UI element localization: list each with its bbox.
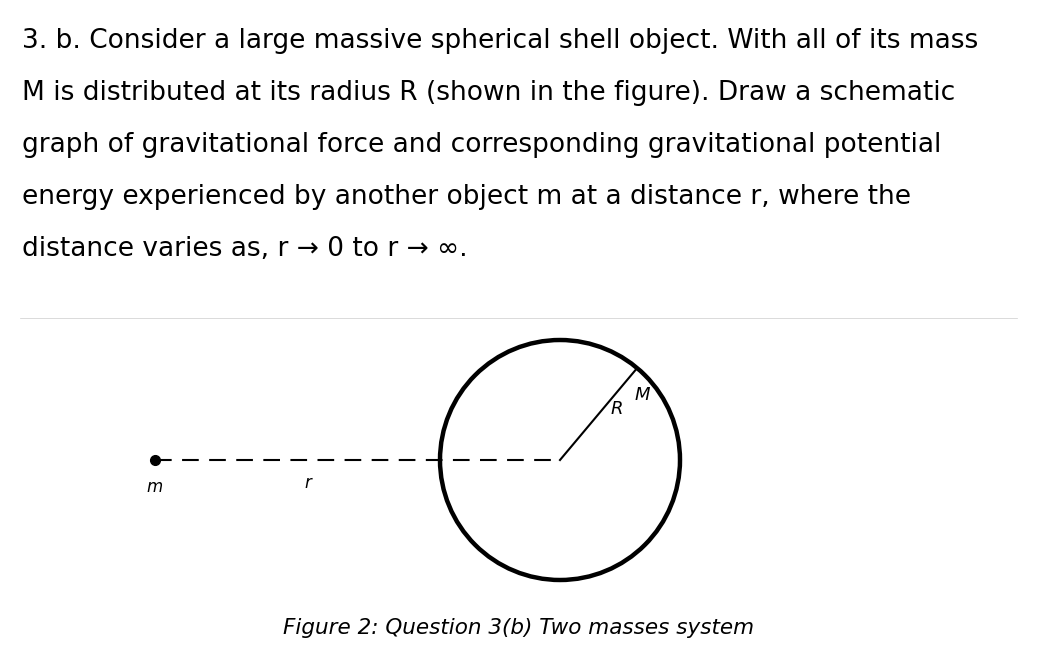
Text: 3. b. Consider a large massive spherical shell object. With all of its mass: 3. b. Consider a large massive spherical… <box>22 28 978 54</box>
Text: Figure 2: Question 3(b) Two masses system: Figure 2: Question 3(b) Two masses syste… <box>283 618 754 638</box>
Text: M: M <box>635 386 650 404</box>
Text: M is distributed at its radius R (shown in the figure). Draw a schematic: M is distributed at its radius R (shown … <box>22 80 955 106</box>
Text: r: r <box>304 474 311 492</box>
Text: energy experienced by another object m at a distance r, where the: energy experienced by another object m a… <box>22 184 910 210</box>
Text: m: m <box>147 478 163 496</box>
Text: graph of gravitational force and corresponding gravitational potential: graph of gravitational force and corresp… <box>22 132 942 158</box>
Text: distance varies as, r → 0 to r → ∞.: distance varies as, r → 0 to r → ∞. <box>22 236 468 262</box>
Text: R: R <box>611 400 623 418</box>
